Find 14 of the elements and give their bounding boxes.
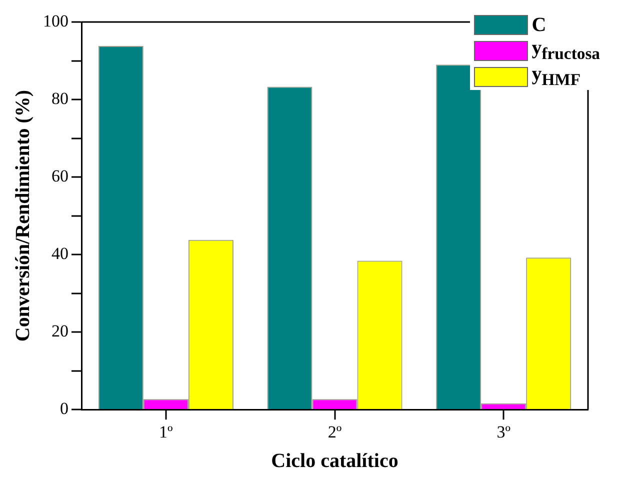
y-tick-label: 80 [52, 88, 68, 108]
x-tick-label: 1º [159, 422, 173, 442]
y-tick-label: 0 [60, 399, 68, 418]
y-axis-title: Conversión/Rendimiento (%) [12, 90, 34, 342]
legend-label: y$_{HMF}$ [532, 62, 581, 91]
x-tick-label: 2º [328, 422, 342, 442]
legend-label: C [532, 13, 546, 38]
y-tick-label: 60 [52, 166, 68, 186]
y-tick-label: 20 [52, 322, 68, 341]
x-axis-title: Ciclo catalítico [271, 450, 398, 472]
legend-label: y$_{fructosa}$ [532, 37, 600, 63]
y-tick-label: 40 [52, 244, 68, 264]
y-tick-label: 100 [43, 11, 68, 30]
x-tick-label: 3º [496, 422, 510, 442]
